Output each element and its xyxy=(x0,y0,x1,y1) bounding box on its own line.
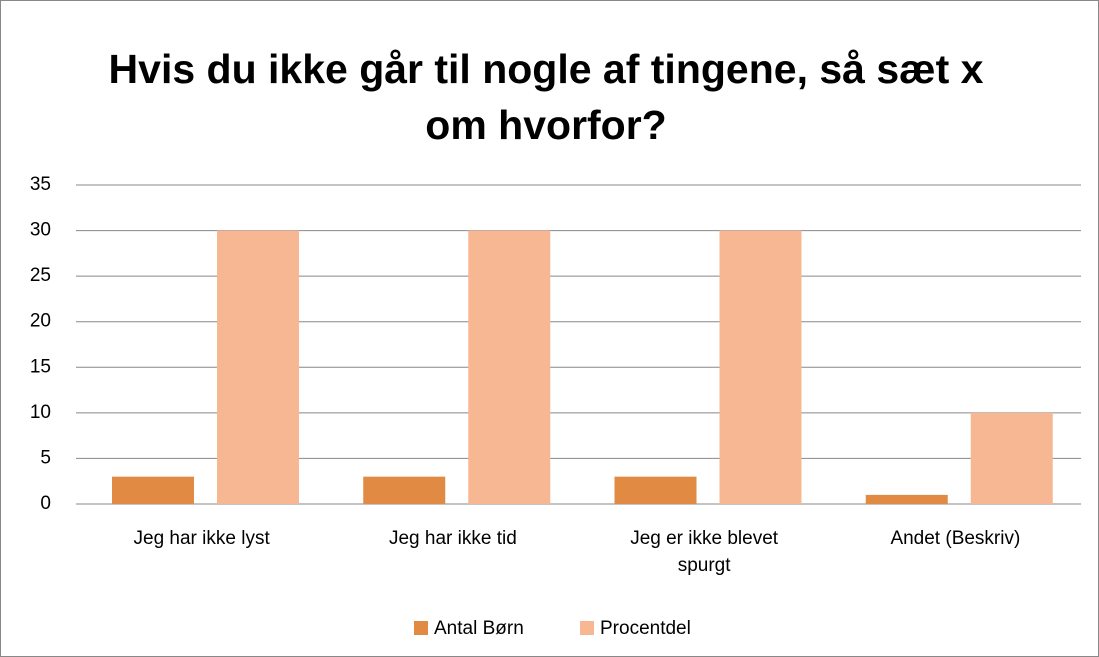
bar xyxy=(614,476,697,504)
y-tick-label: 20 xyxy=(30,311,51,332)
legend-label: Procentdel xyxy=(600,618,691,639)
y-tick-label: 0 xyxy=(40,493,51,514)
bar xyxy=(217,230,299,505)
bar xyxy=(112,476,194,504)
y-tick-label: 15 xyxy=(30,356,51,377)
bar xyxy=(865,494,948,504)
y-tick-label: 10 xyxy=(30,402,51,423)
y-tick-label: 5 xyxy=(40,447,51,468)
x-tick-label: Jeg har ikke lyst xyxy=(133,528,270,549)
x-tick-label: Jeg har ikke tid xyxy=(388,528,517,549)
chart-title: Hvis du ikke går til nogle af tingene, s… xyxy=(108,46,984,148)
bar xyxy=(363,476,446,504)
y-tick-label: 30 xyxy=(30,220,51,241)
x-tick-label: Andet (Beskriv) xyxy=(890,528,1021,549)
legend-swatch xyxy=(414,621,428,635)
bar xyxy=(970,412,1053,504)
legend-label: Antal Børn xyxy=(434,618,524,639)
x-tick-label: Jeg er ikke blevet spurgt xyxy=(630,528,779,576)
legend-swatch xyxy=(580,621,594,635)
y-tick-label: 35 xyxy=(30,174,51,195)
y-tick-label: 25 xyxy=(30,265,51,286)
bar xyxy=(468,230,551,505)
bar xyxy=(719,230,802,505)
